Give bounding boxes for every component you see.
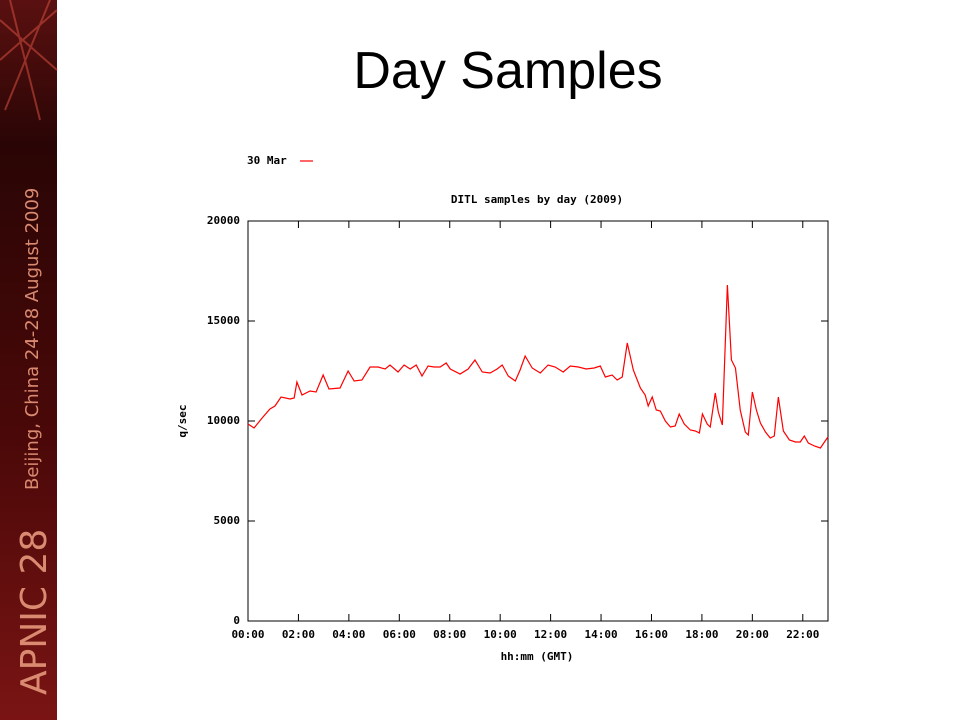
x-tick-label: 08:00 [433,628,466,641]
x-tick-label: 16:00 [635,628,668,641]
x-axis-label: hh:mm (GMT) [501,650,574,663]
plot-frame [247,220,829,622]
y-tick-label: 0 [233,614,240,627]
x-tick-label: 18:00 [685,628,718,641]
y-axis-label: q/sec [176,404,189,437]
sidebar-art [0,0,58,121]
x-tick-label: 04:00 [332,628,365,641]
x-tick-label: 20:00 [736,628,769,641]
x-tick-label: 22:00 [786,628,819,641]
legend-label: 30 Mar [247,154,287,167]
x-tick-label: 14:00 [584,628,617,641]
y-tick-label: 5000 [214,514,241,527]
sidebar [0,0,57,720]
x-tick-label: 06:00 [383,628,416,641]
sidebar-brand: APNIC 28 [14,529,55,695]
slide-title: Day Samples [353,42,662,100]
y-tick-label: 20000 [207,214,240,227]
data-line [247,284,829,449]
sidebar-event: Beijing, China 24-28 August 2009 [22,188,43,490]
y-tick-label: 10000 [207,414,240,427]
chart-title: DITL samples by day (2009) [451,193,623,206]
x-tick-label: 02:00 [282,628,315,641]
x-tick-label: 00:00 [231,628,264,641]
x-tick-label: 10:00 [484,628,517,641]
y-tick-label: 15000 [207,314,240,327]
x-tick-label: 12:00 [534,628,567,641]
